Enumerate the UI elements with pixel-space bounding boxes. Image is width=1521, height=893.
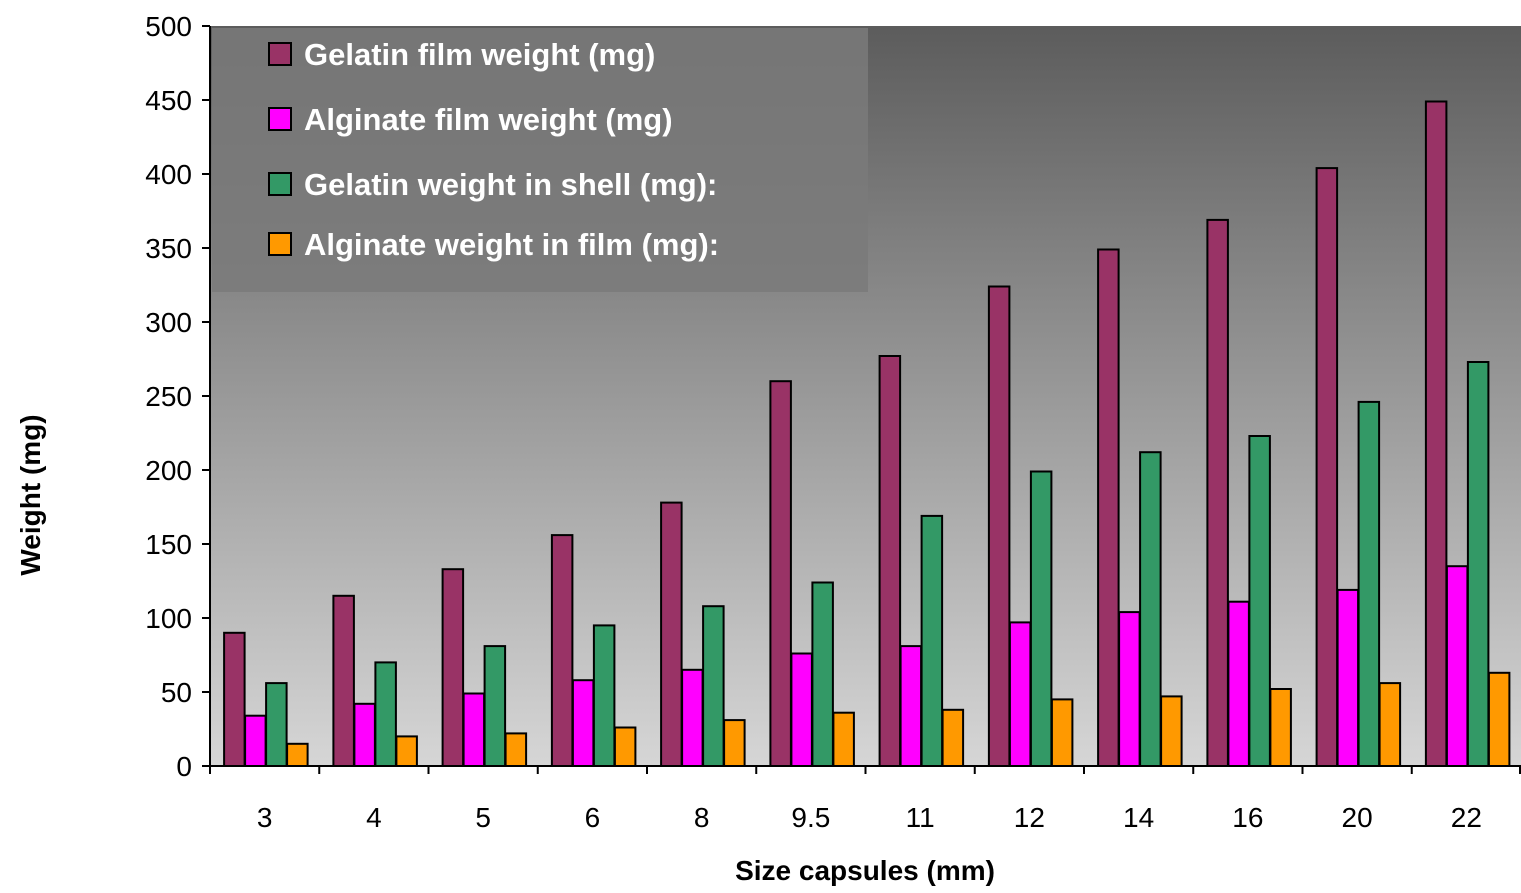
bar-series-2-22 [1445,565,1469,768]
bar-series-1-20 [1315,167,1339,768]
x-tick-label: 12 [1014,802,1045,833]
bar-series-3-16 [1248,435,1271,767]
legend: Gelatin film weight (mg) Alginate film w… [268,37,719,262]
bar-series-1-3 [223,631,246,767]
bar-series-1-6 [550,534,574,767]
y-tick-label: 350 [145,233,192,264]
x-tick-label: 9.5 [791,802,830,833]
y-tick-label: 50 [161,677,192,708]
legend-swatch [268,42,292,66]
bar-series-2-5 [462,692,486,767]
bar-series-3-14 [1139,451,1162,767]
x-tick-label: 16 [1232,802,1263,833]
legend-label: Gelatin film weight (mg) [304,37,655,72]
bar-series-4-12 [1050,698,1074,768]
bar-series-4-4 [395,735,418,768]
bar-series-2-8 [681,668,704,767]
bar-series-1-14 [1097,248,1120,767]
bar-series-3-20 [1357,400,1381,767]
bar-series-3-9.5 [811,581,834,767]
bar-series-4-22 [1487,671,1511,767]
y-tick-label: 500 [145,11,192,42]
bar-series-4-20 [1378,682,1402,767]
legend-swatch [268,172,292,196]
bar-series-3-5 [483,645,507,767]
x-tick-label: 14 [1123,802,1154,833]
x-axis-title: Size capsules (mm) [735,855,995,886]
bar-series-4-8 [723,719,746,767]
bar-series-4-14 [1160,695,1183,768]
legend-entry-gelatin-film: Gelatin film weight (mg) [268,37,655,72]
bar-series-1-8 [660,501,683,767]
bar-series-4-6 [613,726,637,767]
bar-series-1-4 [332,594,355,767]
y-tick-label: 0 [176,751,192,782]
bar-series-1-16 [1206,218,1229,767]
bar-series-2-11 [899,645,923,767]
legend-swatch [268,232,292,256]
bar-series-3-6 [592,624,616,768]
bar-series-4-16 [1269,688,1292,767]
legend-label: Alginate weight in film (mg): [304,227,719,262]
y-tick-label: 250 [145,381,192,412]
legend-swatch [268,107,292,131]
bar-series-3-3 [265,682,288,767]
legend-entry-gelatin-shell: Gelatin weight in shell (mg): [268,167,717,202]
y-tick-label: 400 [145,159,192,190]
y-tick-label: 300 [145,307,192,338]
legend-entry-alginate-film: Alginate film weight (mg) [268,102,673,137]
y-tick-label: 150 [145,529,192,560]
x-tick-label: 4 [366,802,382,833]
bar-series-3-12 [1029,470,1053,767]
y-axis-title: Weight (mg) [15,414,46,575]
bar-series-2-14 [1118,611,1141,767]
x-tick-label: 8 [694,802,710,833]
legend-label: Alginate film weight (mg) [304,102,673,137]
legend-box [212,28,868,292]
bar-series-3-11 [920,514,944,768]
bar-series-2-12 [1008,621,1032,768]
axes-layer: 0 50 100 150 200 250 300 350 400 450 500 3 4 5 6 8 9.5 11… [145,11,1521,833]
x-tick-label: 11 [906,802,935,833]
y-tick-label: 100 [145,603,192,634]
x-tick-label: 20 [1342,802,1373,833]
legend-label: Gelatin weight in shell (mg): [304,167,717,202]
x-tick-label: 3 [257,802,273,833]
bar-series-1-11 [878,355,902,767]
bar-series-1-5 [441,568,465,768]
legend-entry-alginate-weight: Alginate weight in film (mg): [268,227,719,262]
bar-series-2-9.5 [790,652,813,767]
x-tick-label: 6 [585,802,601,833]
bar-series-3-22 [1466,361,1490,767]
bar-series-4-5 [504,732,528,768]
bar-series-4-9.5 [832,711,855,768]
bar-series-2-3 [244,714,267,768]
bar-series-1-12 [987,285,1011,767]
bar-series-3-8 [702,605,725,768]
x-tick-label: 22 [1451,802,1482,833]
y-tick-label: 200 [145,455,192,486]
bar-series-4-3 [286,742,309,767]
x-tick-label: 5 [475,802,491,833]
bar-series-2-4 [353,702,376,767]
bar-series-3-4 [374,661,397,768]
bar-series-2-16 [1227,600,1250,768]
bar-series-2-6 [571,679,595,768]
bar-series-4-11 [941,708,965,767]
bar-series-1-22 [1424,100,1448,767]
bar-series-2-20 [1336,588,1360,768]
y-tick-label: 450 [145,85,192,116]
bar-series-1-9.5 [769,380,792,767]
